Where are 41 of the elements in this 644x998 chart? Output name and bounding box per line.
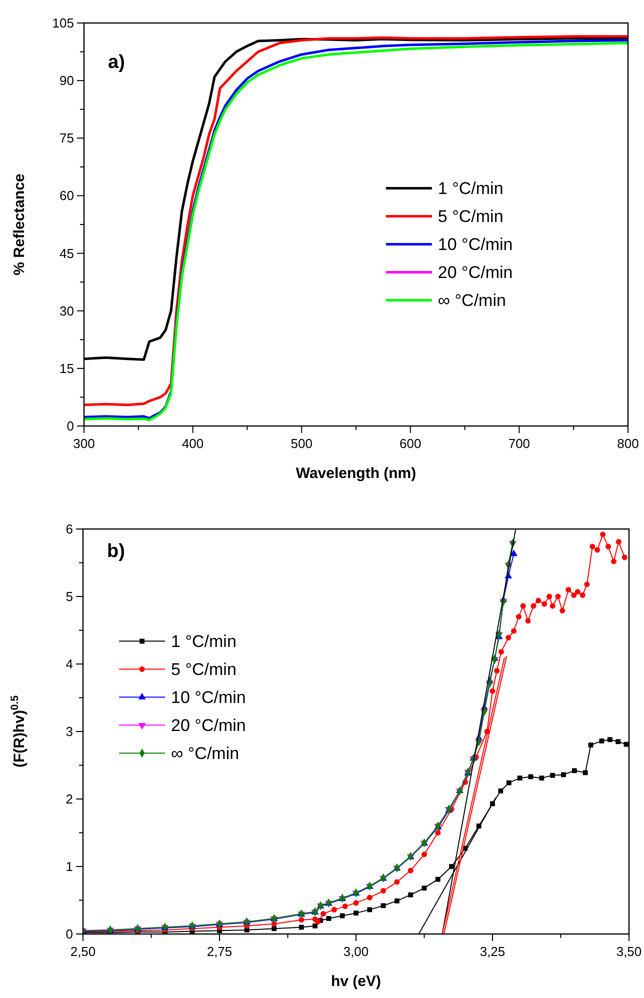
legend-label: 5 °C/min	[171, 660, 236, 680]
y-tick-label: 2	[66, 792, 73, 806]
y-tick-label: 0	[66, 418, 74, 434]
x-tick-label: 2,75	[206, 944, 232, 959]
y-axis-title: % Reflectance	[11, 174, 28, 276]
legend-label: 5 °C/min	[438, 207, 504, 226]
y-tick-label: 90	[60, 73, 74, 88]
y-tick-label: 1	[66, 859, 73, 874]
text: a)	[108, 52, 125, 73]
x-axis-title: Wavelength (nm)	[296, 465, 416, 482]
legend-label: 10 °C/min	[171, 688, 246, 708]
y-tick-label: 6	[66, 522, 73, 536]
legend-label: 1 °C/min	[171, 632, 236, 652]
y-tick-label: 105	[52, 16, 74, 30]
text: b)	[107, 541, 125, 562]
x-tick-label: 3,25	[480, 944, 506, 959]
x-tick-label: 500	[290, 436, 312, 451]
y-tick-label: 60	[60, 188, 74, 204]
x-tick-label: 800	[617, 436, 639, 451]
x-tick-label: 400	[182, 436, 204, 451]
x-tick-label: 3,50	[616, 944, 642, 959]
y-tick-label: 0	[66, 926, 73, 942]
y-tick-label: 4	[66, 656, 73, 672]
x-tick-label: 600	[400, 436, 422, 451]
y-tick-label: 5	[66, 589, 73, 604]
x-tick-label: 700	[508, 436, 530, 451]
y-tick-label: 15	[60, 360, 74, 376]
x-tick-label: 3,00	[343, 944, 369, 959]
y-tick-label: 75	[60, 130, 74, 146]
x-axis-title: hv (eV)	[330, 973, 382, 990]
x-tick-label: 300	[73, 436, 95, 451]
legend-label: 20 °C/min	[438, 263, 513, 282]
legend-label: 1 °C/min	[438, 179, 504, 198]
legend-label: ∞ °C/min	[171, 744, 240, 764]
legend-label: 20 °C/min	[171, 716, 246, 736]
y-tick-label: 3	[66, 724, 73, 739]
y-tick-label: 30	[60, 303, 74, 318]
legend-label: ∞ °C/min	[438, 291, 506, 310]
y-tick-label: 45	[60, 246, 74, 261]
legend-label: 10 °C/min	[438, 235, 513, 254]
x-tick-label: 2,50	[70, 944, 96, 959]
